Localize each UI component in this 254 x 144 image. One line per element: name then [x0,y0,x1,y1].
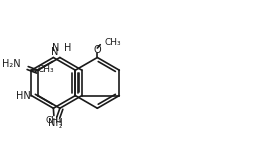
Text: N: N [51,47,58,57]
Text: O: O [93,45,101,55]
Text: CH₃: CH₃ [45,116,62,125]
Text: N: N [52,43,60,53]
Text: ₂: ₂ [58,121,61,130]
Text: CH₃: CH₃ [104,38,121,47]
Text: H₂N: H₂N [2,59,20,69]
Text: H: H [64,43,71,53]
Text: CH₃: CH₃ [37,65,54,74]
Text: NH: NH [47,118,62,128]
Text: HN: HN [16,91,30,101]
